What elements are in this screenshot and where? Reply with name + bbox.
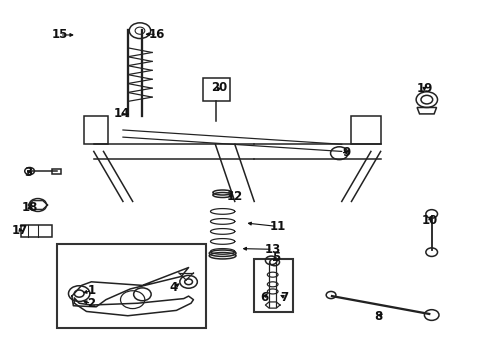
Text: 7: 7: [280, 291, 288, 304]
Text: 15: 15: [51, 28, 68, 41]
Text: 10: 10: [421, 213, 437, 226]
Text: 11: 11: [269, 220, 285, 233]
Text: 19: 19: [415, 82, 432, 95]
Bar: [254, 258, 292, 312]
Text: 8: 8: [373, 310, 382, 323]
Text: 13: 13: [264, 243, 280, 256]
Text: 1: 1: [87, 284, 95, 297]
Text: 4: 4: [169, 281, 178, 294]
Bar: [52, 168, 61, 174]
Text: 6: 6: [259, 291, 267, 304]
Text: 20: 20: [211, 81, 227, 94]
Text: 18: 18: [21, 201, 38, 214]
Text: 2: 2: [87, 297, 95, 310]
Text: 12: 12: [226, 190, 243, 203]
Text: 3: 3: [24, 166, 32, 179]
Text: 14: 14: [114, 107, 130, 120]
Bar: [57, 244, 205, 328]
Text: 17: 17: [12, 224, 28, 237]
Bar: [203, 78, 229, 102]
Text: 9: 9: [342, 146, 350, 159]
Text: 5: 5: [271, 251, 280, 264]
Text: 16: 16: [148, 28, 165, 41]
